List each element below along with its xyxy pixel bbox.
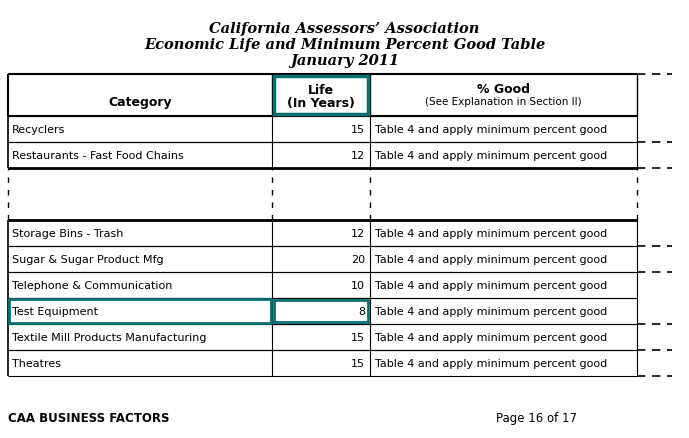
Text: Table 4 and apply minimum percent good: Table 4 and apply minimum percent good: [375, 151, 607, 161]
Text: % Good: % Good: [477, 83, 530, 95]
Text: (See Explanation in Section II): (See Explanation in Section II): [425, 97, 582, 107]
Text: Table 4 and apply minimum percent good: Table 4 and apply minimum percent good: [375, 125, 607, 135]
Text: Category: Category: [108, 95, 172, 109]
Text: (In Years): (In Years): [287, 96, 355, 110]
Text: Table 4 and apply minimum percent good: Table 4 and apply minimum percent good: [375, 332, 607, 342]
Text: Test Equipment: Test Equipment: [12, 306, 98, 316]
Text: Table 4 and apply minimum percent good: Table 4 and apply minimum percent good: [375, 358, 607, 368]
Text: 15: 15: [351, 332, 365, 342]
Text: 8: 8: [358, 306, 365, 316]
Text: CAA BUSINESS FACTORS: CAA BUSINESS FACTORS: [8, 411, 169, 424]
Text: 15: 15: [351, 358, 365, 368]
Text: 10: 10: [351, 280, 365, 290]
Bar: [9, 299, 271, 323]
Bar: [274, 77, 368, 115]
Text: Restaurants - Fast Food Chains: Restaurants - Fast Food Chains: [12, 151, 184, 161]
Text: January 2011: January 2011: [290, 54, 399, 68]
Text: 12: 12: [351, 151, 365, 161]
Text: Page 16 of 17: Page 16 of 17: [496, 411, 577, 424]
Text: Table 4 and apply minimum percent good: Table 4 and apply minimum percent good: [375, 229, 607, 238]
Text: Theatres: Theatres: [12, 358, 61, 368]
Text: Storage Bins - Trash: Storage Bins - Trash: [12, 229, 123, 238]
Text: Sugar & Sugar Product Mfg: Sugar & Sugar Product Mfg: [12, 254, 163, 265]
Text: Telephone & Communication: Telephone & Communication: [12, 280, 172, 290]
Text: 15: 15: [351, 125, 365, 135]
Text: 12: 12: [351, 229, 365, 238]
Bar: [274, 300, 368, 322]
Text: Table 4 and apply minimum percent good: Table 4 and apply minimum percent good: [375, 306, 607, 316]
Text: Recyclers: Recyclers: [12, 125, 65, 135]
Text: Life: Life: [308, 84, 334, 97]
Text: 20: 20: [351, 254, 365, 265]
Text: Table 4 and apply minimum percent good: Table 4 and apply minimum percent good: [375, 280, 607, 290]
Text: Economic Life and Minimum Percent Good Table: Economic Life and Minimum Percent Good T…: [144, 38, 545, 52]
Text: California Assessors’ Association: California Assessors’ Association: [209, 22, 480, 36]
Text: Textile Mill Products Manufacturing: Textile Mill Products Manufacturing: [12, 332, 207, 342]
Text: Table 4 and apply minimum percent good: Table 4 and apply minimum percent good: [375, 254, 607, 265]
